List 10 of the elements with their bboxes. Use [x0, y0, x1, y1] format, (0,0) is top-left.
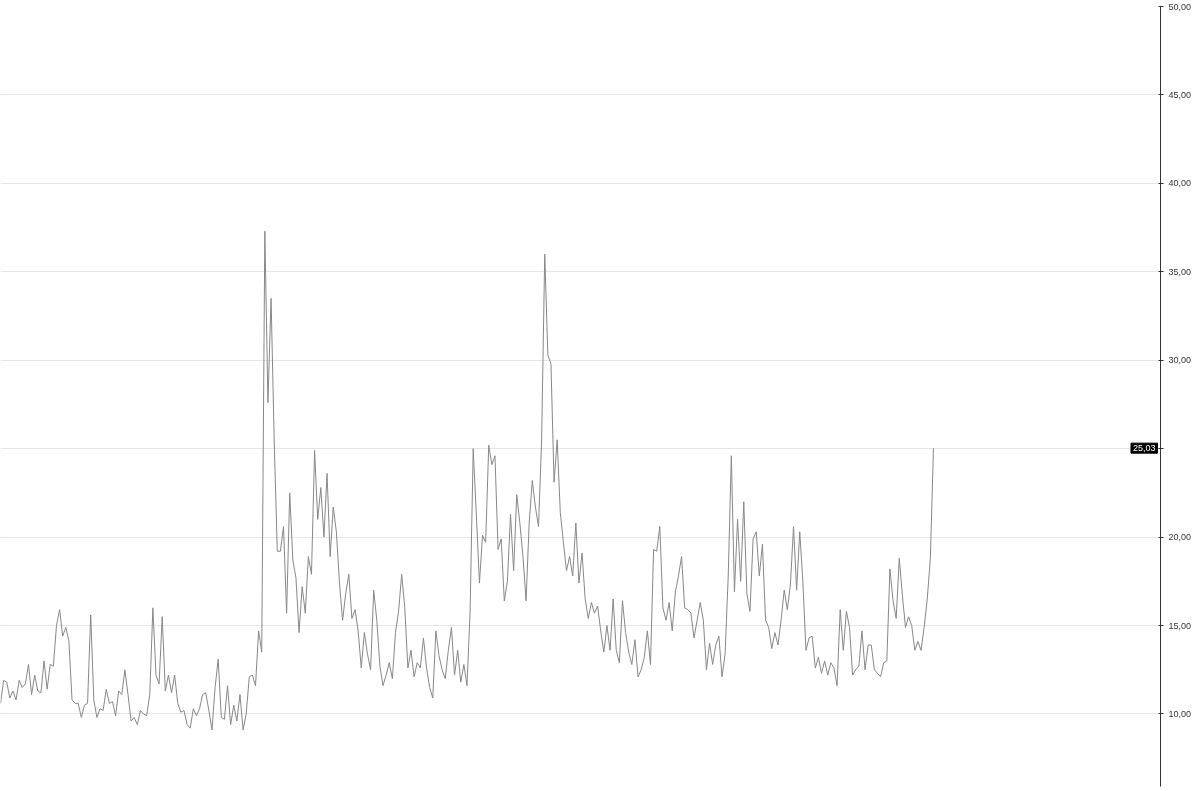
annotation: 25,03 — [1132, 443, 1156, 454]
y-tick-label: 40,00 — [1168, 178, 1192, 189]
y-tick-label: 45,00 — [1168, 89, 1192, 100]
y-tick-label: 30,00 — [1168, 355, 1192, 366]
y-tick-label: 10,00 — [1168, 708, 1192, 719]
line-series — [0, 230, 934, 731]
y-tick-label: 20,00 — [1168, 532, 1192, 543]
y-tick-label: 35,00 — [1168, 266, 1192, 277]
y-tick-label: 50,00 — [1168, 1, 1192, 12]
y-tick-label: 15,00 — [1168, 620, 1192, 631]
